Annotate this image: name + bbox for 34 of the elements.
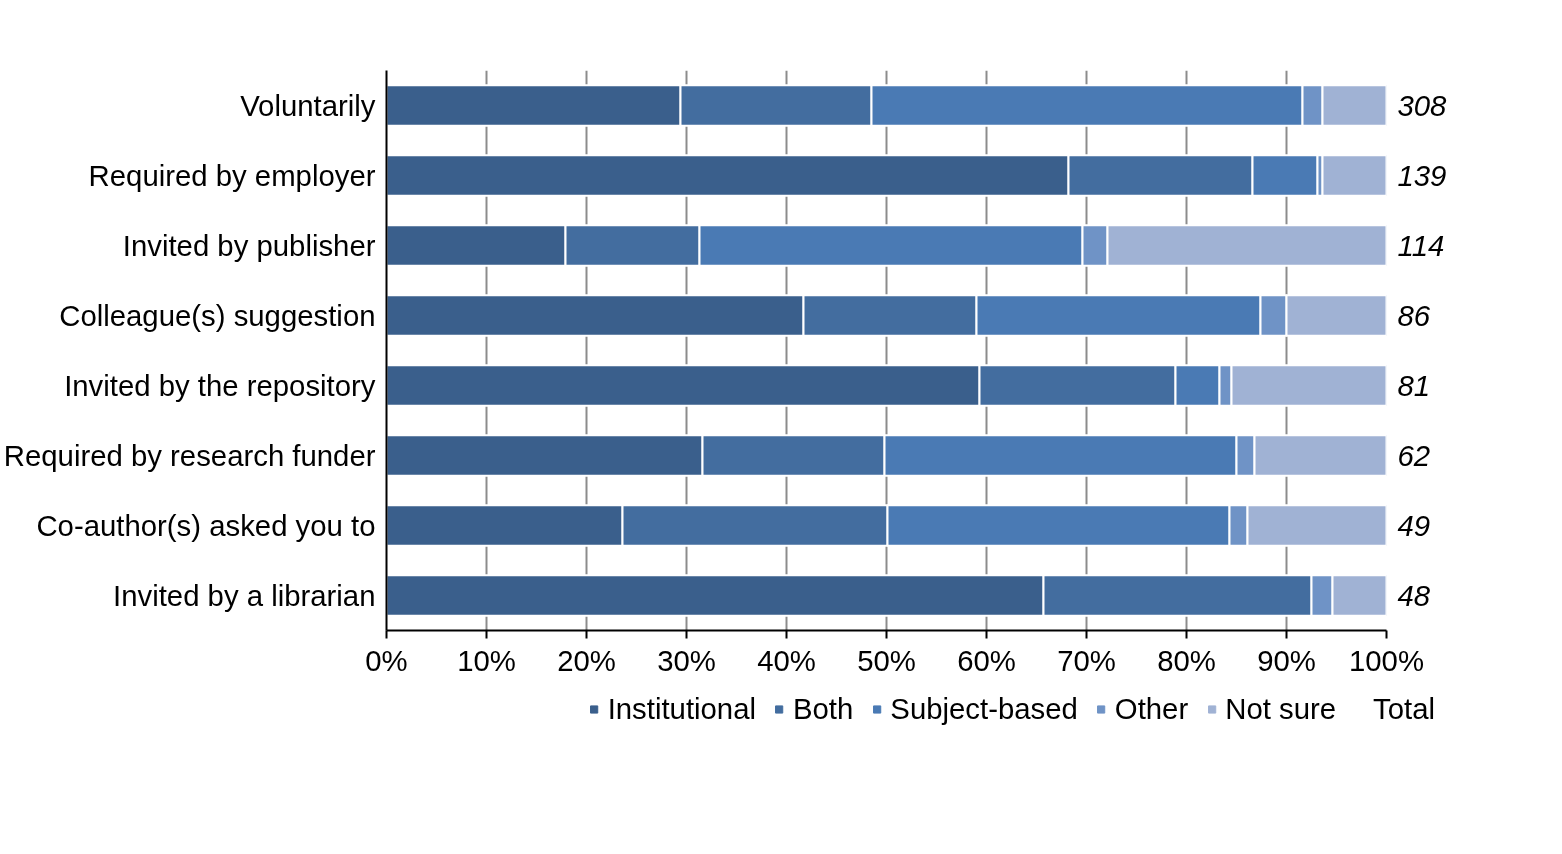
y-tick-label: Voluntarily xyxy=(240,89,376,122)
x-tick-label: 80% xyxy=(1157,643,1216,677)
x-tick-label: 10% xyxy=(457,643,516,677)
x-tick-label: 20% xyxy=(557,643,616,677)
y-tick-label: Colleague(s) suggestion xyxy=(59,299,376,332)
legend-label: Subject-based xyxy=(890,692,1078,726)
x-tick-label: 30% xyxy=(657,643,716,677)
legend-label: Other xyxy=(1114,692,1189,726)
text: Total xyxy=(1373,692,1435,726)
y-tick-label: Invited by a librarian xyxy=(113,579,376,612)
text: 49 xyxy=(1397,508,1431,542)
y-tick-label: Invited by publisher xyxy=(122,229,376,262)
x-tick-label: 40% xyxy=(757,643,816,677)
bar xyxy=(1321,154,1387,197)
x-tick-label: 0% xyxy=(365,643,408,677)
y-tick-label: Invited by the repository xyxy=(64,369,376,402)
text: 86 xyxy=(1397,298,1431,332)
legend-label: Not sure xyxy=(1225,692,1337,726)
x-tick-label: 70% xyxy=(1057,643,1116,677)
text: 62 xyxy=(1397,438,1431,472)
text: 139 xyxy=(1397,158,1447,192)
legend-label: Both xyxy=(793,692,854,726)
legend-label: Institutional xyxy=(607,692,756,726)
x-tick-label: 50% xyxy=(857,643,916,677)
text: 81 xyxy=(1397,368,1431,402)
x-tick-label: 90% xyxy=(1257,643,1316,677)
text: 308 xyxy=(1397,88,1448,122)
y-tick-label: Co-author(s) asked you to xyxy=(36,509,376,542)
y-tick-label: Required by employer xyxy=(88,159,376,192)
x-tick-label: 100% xyxy=(1348,643,1425,677)
text: 48 xyxy=(1397,578,1431,612)
text: 114 xyxy=(1397,228,1445,262)
y-tick-label: Required by research funder xyxy=(3,439,376,472)
x-tick-label: 60% xyxy=(957,643,1016,677)
